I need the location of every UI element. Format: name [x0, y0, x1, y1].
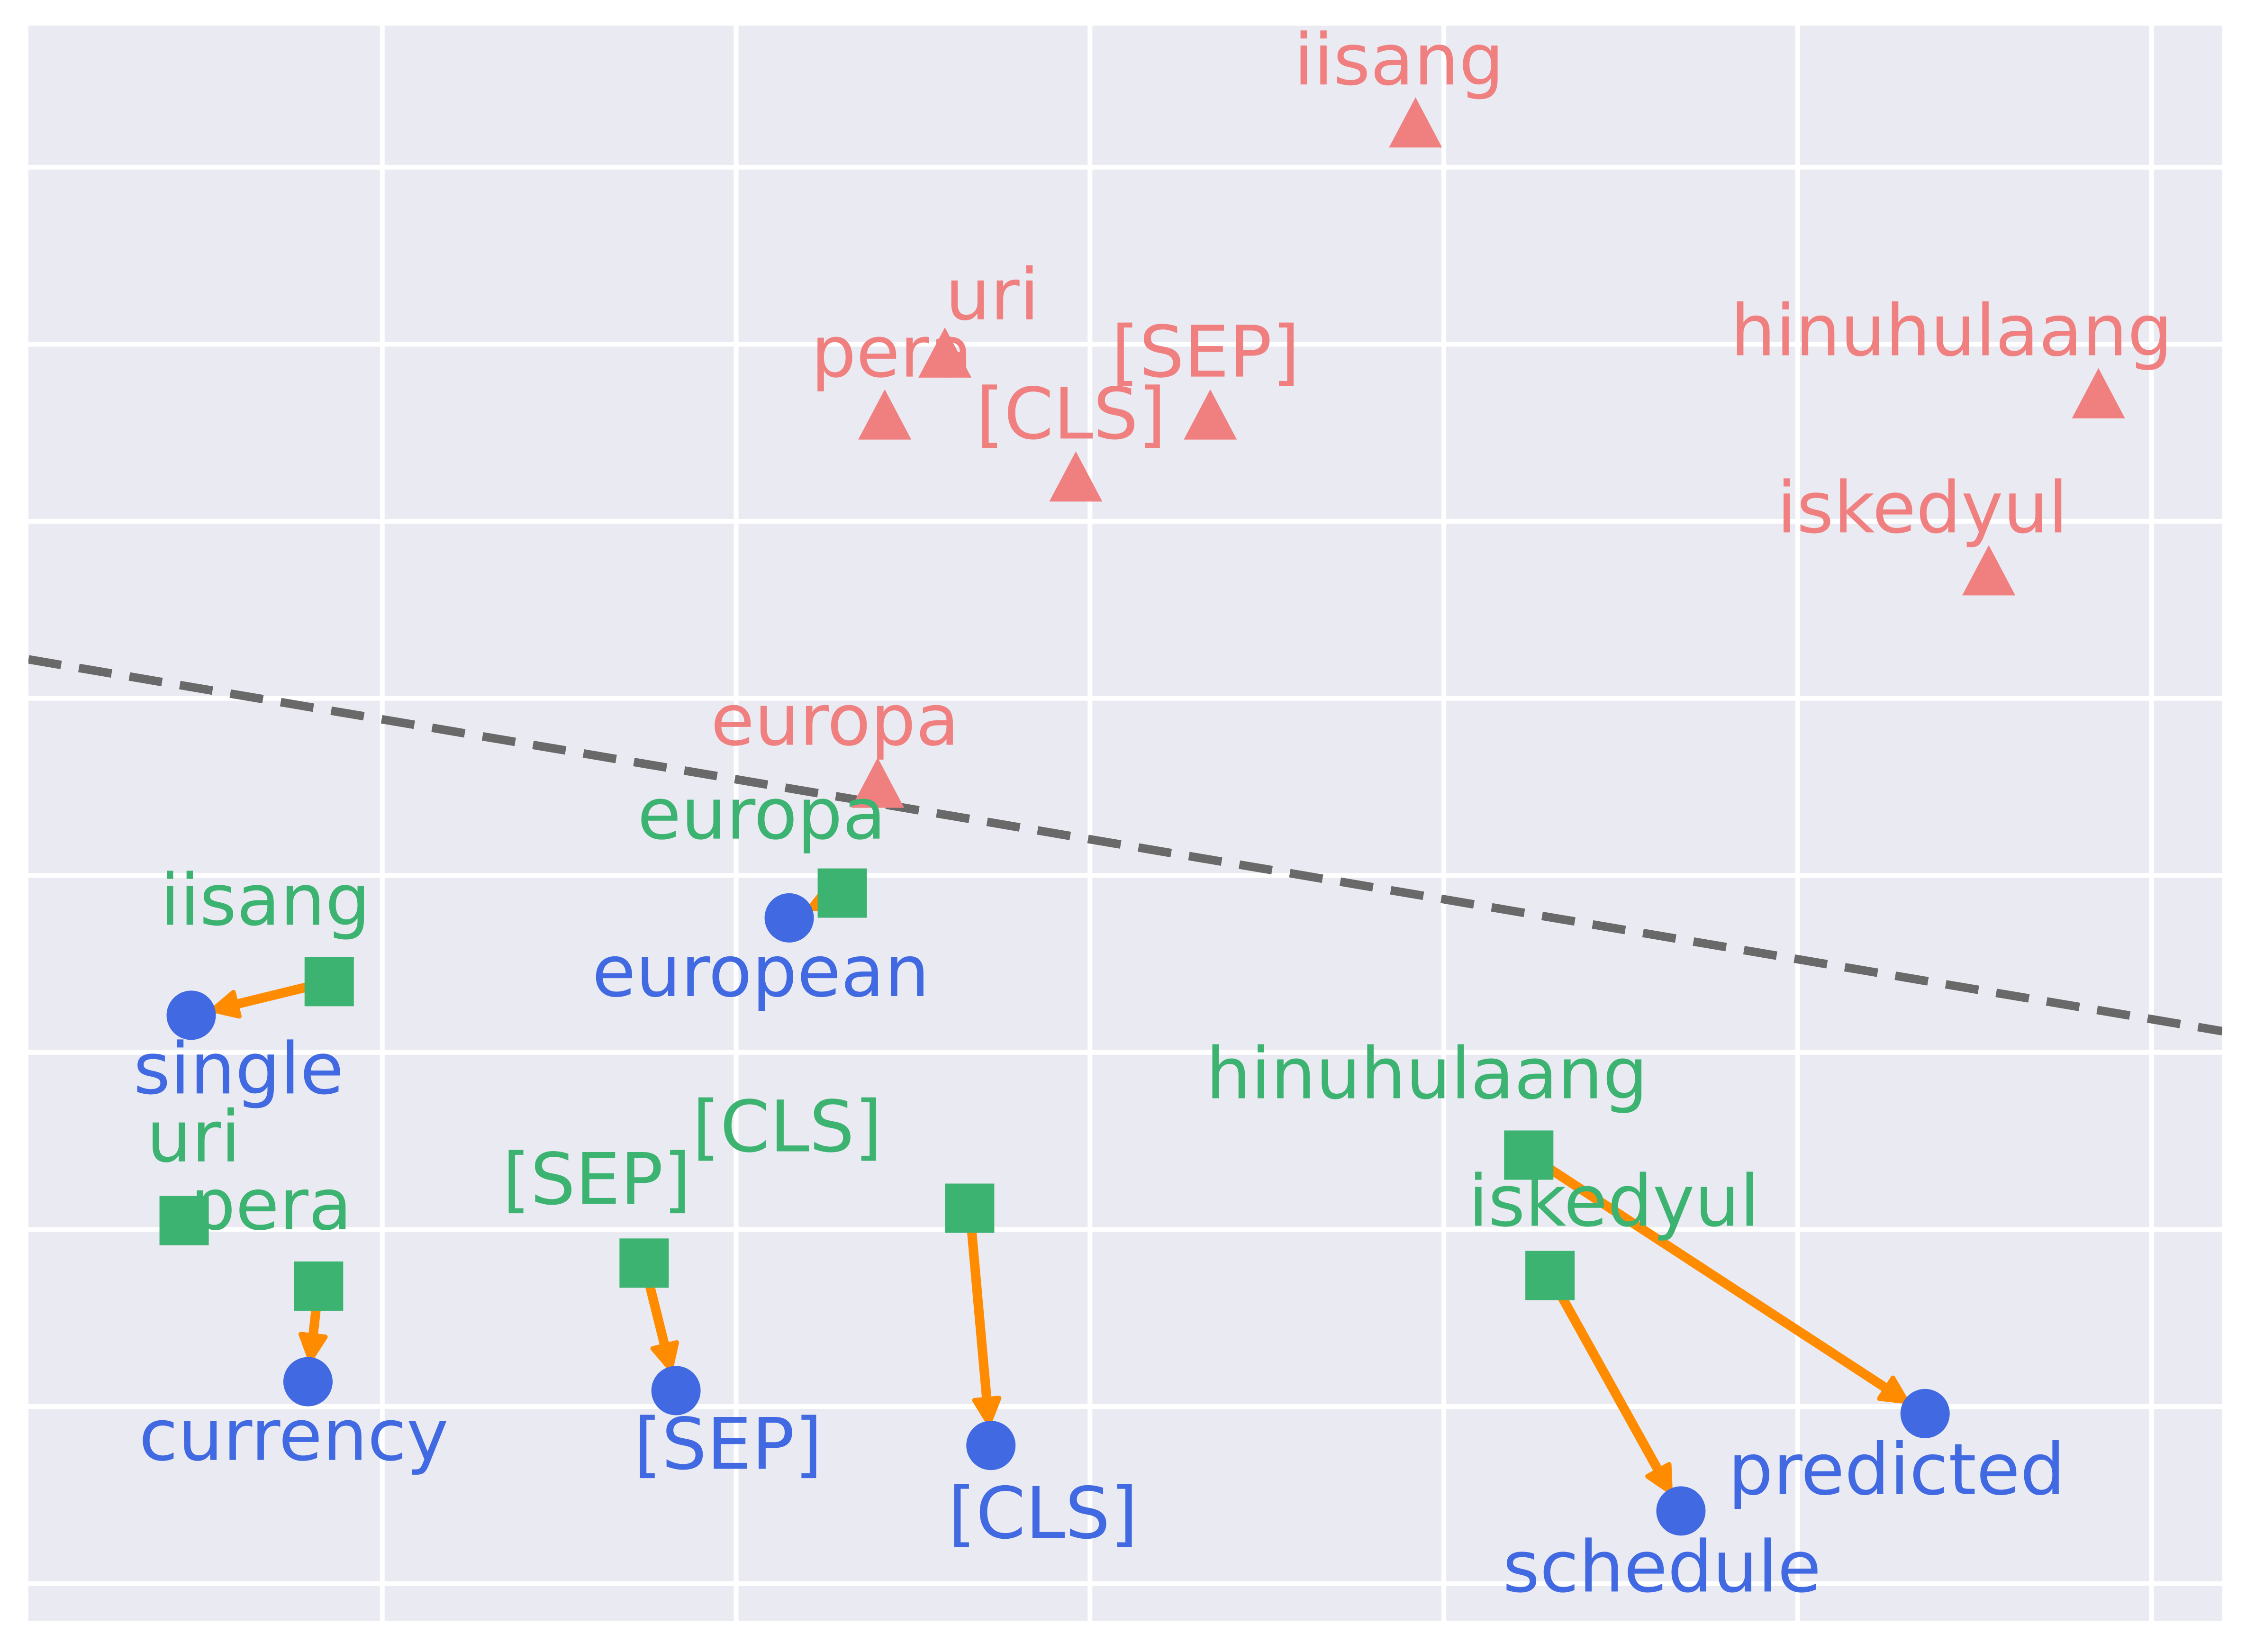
- arrow: [1551, 1281, 1673, 1495]
- point-label: iskedyul: [1468, 1161, 1759, 1243]
- point-label: pera: [190, 1164, 352, 1246]
- point-label: [CLS]: [692, 1086, 882, 1169]
- arrow-head: [298, 1332, 328, 1362]
- point-label: iskedyul: [1777, 467, 2068, 549]
- point-label: currency: [139, 1395, 449, 1477]
- square-marker: [294, 1261, 344, 1311]
- arrow-shaft: [1534, 1157, 1895, 1396]
- point-label: [SEP]: [1111, 311, 1300, 394]
- arrow-head: [210, 989, 242, 1019]
- point-label: european: [592, 931, 930, 1013]
- boundary-dashed-line: [28, 655, 2222, 1035]
- circle-marker: [966, 1421, 1016, 1470]
- plot-background: [28, 26, 2222, 1621]
- arrow-head: [972, 1396, 1002, 1426]
- point-label: [SEP]: [634, 1403, 823, 1486]
- boundary-line-group: [28, 655, 2222, 1035]
- circle-marker: [651, 1366, 701, 1416]
- point-label: [CLS]: [976, 373, 1166, 455]
- arrow-shaft: [966, 1216, 992, 1409]
- square-marker: [817, 868, 867, 918]
- triangle-marker: [1389, 97, 1442, 148]
- point-label: single: [133, 1028, 344, 1110]
- arrow: [1534, 1157, 1910, 1404]
- point-label: uri: [146, 1096, 240, 1179]
- circle-marker: [1900, 1389, 1950, 1438]
- point-label: europa: [711, 680, 960, 762]
- point-label: uri: [945, 254, 1039, 336]
- square-marker: [1504, 1130, 1554, 1180]
- square-marker: [304, 957, 354, 1007]
- point-label: predicted: [1728, 1429, 2065, 1511]
- square-marker: [159, 1196, 209, 1245]
- circle-marker: [283, 1357, 333, 1407]
- triangle-marker: [1049, 451, 1103, 502]
- square-marker: [1525, 1251, 1575, 1300]
- circle-marker: [1656, 1486, 1706, 1536]
- triangle-marker: [851, 757, 905, 808]
- arrow-head: [1877, 1375, 1910, 1404]
- point-label: pera: [811, 311, 973, 394]
- point-label: [CLS]: [948, 1472, 1138, 1555]
- point-label: hinuhulaang: [1730, 290, 2173, 372]
- marker-group: [159, 97, 2125, 1536]
- point-label: europa: [637, 773, 886, 856]
- triangle-marker: [918, 327, 972, 378]
- point-label: [SEP]: [503, 1138, 691, 1221]
- circle-marker: [166, 990, 216, 1040]
- arrow: [210, 980, 322, 1019]
- arrow-head: [650, 1340, 679, 1372]
- square-marker: [619, 1238, 669, 1288]
- arrow-head: [1645, 1462, 1673, 1495]
- arrow-shaft: [1551, 1281, 1666, 1480]
- point-label: iisang: [1294, 19, 1504, 101]
- triangle-marker: [858, 389, 912, 440]
- arrow-group: [210, 884, 1910, 1495]
- point-label: schedule: [1503, 1526, 1821, 1608]
- grid-lines: [28, 26, 2222, 1621]
- triangle-marker: [2072, 368, 2125, 418]
- triangle-marker: [1184, 389, 1237, 440]
- arrow: [966, 1216, 1002, 1426]
- square-marker: [945, 1183, 995, 1233]
- arrow-shaft: [227, 980, 322, 1010]
- point-label: iisang: [160, 859, 371, 942]
- circle-marker: [764, 893, 814, 943]
- triangle-marker: [1962, 545, 2016, 596]
- point-label: hinuhulaang: [1206, 1033, 1648, 1115]
